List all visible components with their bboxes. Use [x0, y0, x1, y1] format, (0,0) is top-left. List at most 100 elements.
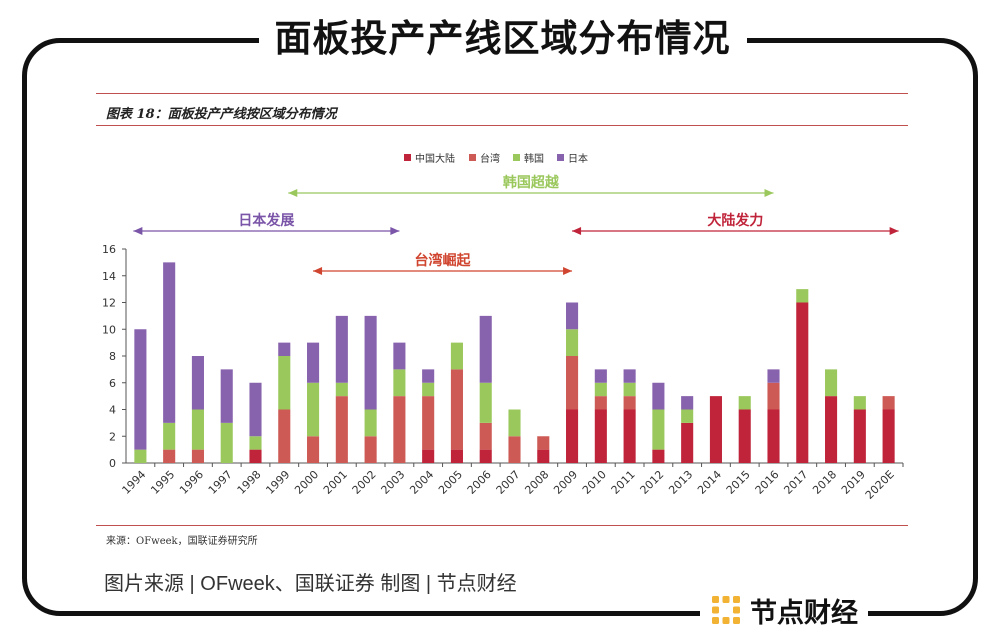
dot-grid-logo-icon	[712, 596, 740, 624]
bar-1996-series-2	[191, 409, 204, 450]
bar-2010-series-0	[594, 409, 607, 463]
x-tick-label: 2014	[695, 468, 724, 497]
bar-2004-series-3	[422, 369, 435, 383]
bar-1994-series-3	[134, 329, 147, 450]
legend-label-2: 韩国	[524, 152, 544, 165]
bar-2001-series-3	[335, 315, 348, 383]
bar-2016-series-0	[767, 409, 780, 463]
bar-1998-series-3	[249, 382, 262, 437]
bar-1999-series-2	[278, 356, 291, 410]
bar-2013-series-3	[681, 396, 694, 410]
x-tick-label: 1996	[177, 468, 206, 497]
y-tick-label: 14	[102, 270, 116, 283]
bar-2011-series-2	[623, 382, 636, 397]
bar-2017-series-2	[796, 289, 809, 303]
legend-swatch-3	[557, 154, 564, 161]
bar-2006-series-3	[479, 315, 492, 383]
bar-2004-series-2	[422, 382, 435, 397]
bar-2008-series-0	[537, 449, 550, 463]
y-tick-label: 6	[109, 377, 116, 390]
bar-2012-series-2	[652, 409, 665, 450]
annotation-arrow-left-1	[133, 227, 143, 235]
headline-container: 面板投产产线区域分布情况	[0, 8, 1005, 62]
y-tick-label: 10	[102, 323, 116, 336]
bar-2013-series-0	[681, 422, 694, 463]
y-tick-label: 16	[102, 243, 116, 256]
bar-2005-series-0	[450, 449, 463, 463]
x-tick-label: 2006	[465, 468, 494, 497]
bar-2018-series-0	[825, 396, 838, 463]
annotation-label-2: 台湾崛起	[415, 252, 472, 269]
x-tick-label: 2003	[379, 468, 408, 497]
bar-1995-series-3	[163, 262, 176, 423]
bar-2008-series-1	[537, 436, 550, 450]
x-tick-label: 1994	[120, 468, 149, 497]
bar-2002-series-1	[364, 436, 377, 463]
bar-2011-series-1	[623, 396, 636, 410]
x-tick-label: 2001	[321, 468, 350, 497]
y-tick-label: 2	[109, 430, 116, 443]
annotation-arrow-right-1	[390, 227, 400, 235]
bar-2005-series-1	[450, 369, 463, 450]
figure-title: 图表 18：面板投产产线按区域分布情况	[106, 107, 337, 122]
x-tick-label: 2005	[436, 468, 465, 497]
x-tick-label: 2008	[522, 468, 551, 497]
legend-label-0: 中国大陆	[415, 152, 455, 165]
figure-source: 来源：OFweek，国联证券研究所	[106, 536, 258, 547]
bar-1997-series-3	[220, 369, 233, 423]
x-tick-label: 2009	[551, 468, 580, 497]
bar-1996-series-3	[191, 356, 204, 410]
bar-2004-series-1	[422, 396, 435, 450]
image-credit: 图片来源 | OFweek、国联证券 制图 | 节点财经	[104, 573, 517, 595]
bar-2007-series-2	[508, 409, 521, 437]
bar-2006-series-1	[479, 422, 492, 450]
x-tick-label: 2007	[494, 468, 523, 497]
x-tick-label: 2017	[781, 468, 810, 497]
bar-2009-series-2	[566, 329, 579, 356]
bar-2003-series-2	[393, 369, 406, 397]
legend-label-1: 台湾	[480, 152, 500, 165]
annotation-label-0: 韩国超越	[503, 174, 560, 191]
legend-swatch-0	[404, 154, 411, 161]
x-tick-label: 2011	[609, 468, 638, 497]
bar-1996-series-1	[191, 449, 204, 463]
bar-2002-series-2	[364, 409, 377, 437]
bar-2010-series-2	[594, 382, 607, 397]
annotation-arrow-left-3	[572, 227, 582, 235]
annotation-arrow-right-0	[764, 189, 774, 197]
bar-2014-series-0	[709, 396, 722, 463]
x-tick-label: 2016	[753, 468, 782, 497]
x-tick-label: 2000	[292, 468, 321, 497]
bar-2015-series-2	[738, 396, 751, 410]
bar-1998-series-2	[249, 436, 262, 450]
bar-2015-series-0	[738, 409, 751, 463]
annotation-label-3: 大陆发力	[707, 212, 763, 229]
legend-label-3: 日本	[568, 152, 588, 165]
bar-2019-series-2	[853, 396, 866, 410]
page-headline: 面板投产产线区域分布情况	[258, 8, 747, 62]
bar-2001-series-1	[335, 396, 348, 463]
annotation-arrow-right-3	[889, 227, 899, 235]
x-tick-label: 2018	[810, 468, 839, 497]
x-tick-label: 2013	[666, 468, 695, 497]
bar-2000-series-2	[307, 382, 320, 437]
bar-2004-series-0	[422, 449, 435, 463]
bar-2003-series-3	[393, 342, 406, 370]
x-tick-label: 2010	[580, 468, 609, 497]
annotation-arrow-left-0	[288, 189, 298, 197]
bar-2011-series-0	[623, 409, 636, 463]
bar-2016-series-3	[767, 369, 780, 383]
x-tick-label: 1999	[263, 468, 292, 497]
bar-2000-series-1	[307, 436, 320, 463]
bar-1995-series-2	[163, 422, 176, 450]
bar-2009-series-1	[566, 356, 579, 410]
y-tick-label: 0	[109, 457, 116, 470]
top-rule-2	[96, 125, 908, 126]
bottom-rule	[96, 525, 908, 526]
bar-1998-series-0	[249, 449, 262, 463]
bar-1999-series-1	[278, 409, 291, 463]
bar-2017-series-0	[796, 302, 809, 463]
bar-2020E-series-0	[882, 409, 895, 463]
bar-2005-series-2	[450, 342, 463, 370]
